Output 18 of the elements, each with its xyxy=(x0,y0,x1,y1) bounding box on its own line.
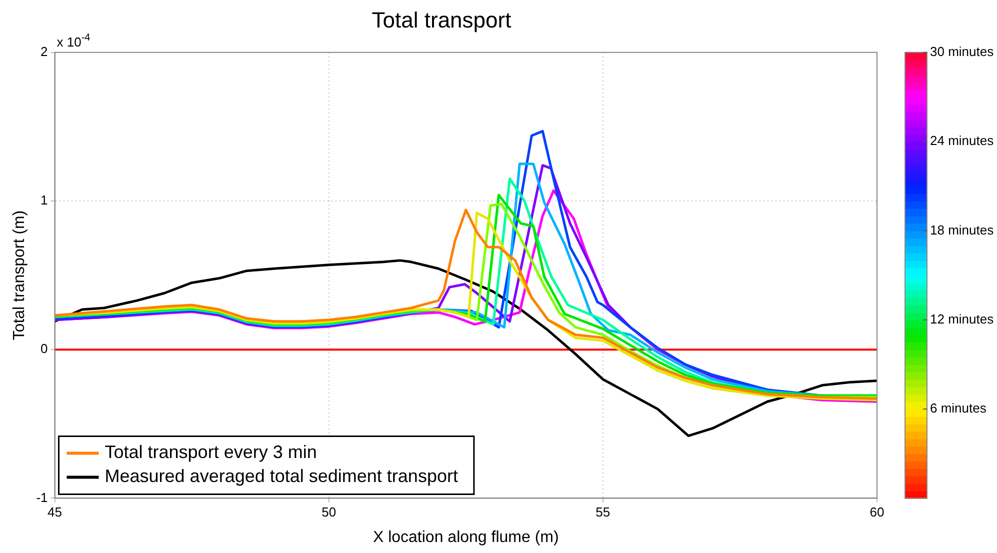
color-bar-label: 18 minutes xyxy=(930,222,994,238)
x-axis-title: X location along flume (m) xyxy=(372,528,559,546)
y-tick-label: 0 xyxy=(40,341,48,356)
color-bar-label: 24 minutes xyxy=(930,133,994,148)
legend-label: Total transport every 3 min xyxy=(104,442,317,462)
x-tick-label: 55 xyxy=(596,504,610,520)
y-tick-label: 2 xyxy=(40,44,48,59)
color-bar-label: 30 minutes xyxy=(930,44,994,59)
y-tick-label: -1 xyxy=(36,490,48,505)
x-tick-label: 45 xyxy=(48,504,62,520)
x-tick-label: 60 xyxy=(870,504,884,520)
color-bar-label: 6 minutes xyxy=(930,400,987,416)
y-tick-label: 1 xyxy=(40,192,48,208)
color-bar-label: 12 minutes xyxy=(930,311,994,326)
x-tick-label: 50 xyxy=(322,504,336,520)
legend-label: Measured averaged total sediment transport xyxy=(104,466,458,486)
y-axis-title: Total transport (m) xyxy=(11,210,28,340)
chart-title: Total transport xyxy=(372,7,512,32)
